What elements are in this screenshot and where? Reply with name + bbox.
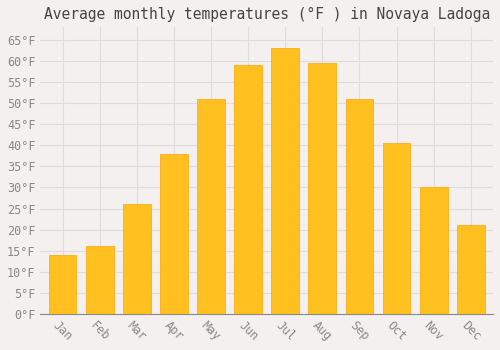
Bar: [420, 188, 448, 314]
Bar: [234, 65, 262, 314]
Bar: [123, 204, 150, 314]
Bar: [48, 255, 76, 314]
Bar: [86, 246, 114, 314]
Bar: [457, 225, 484, 314]
Bar: [346, 99, 374, 314]
Bar: [308, 63, 336, 314]
Bar: [272, 48, 299, 314]
Title: Average monthly temperatures (°F ) in Novaya Ladoga: Average monthly temperatures (°F ) in No…: [44, 7, 490, 22]
Bar: [382, 143, 410, 314]
Bar: [197, 99, 225, 314]
Bar: [160, 154, 188, 314]
